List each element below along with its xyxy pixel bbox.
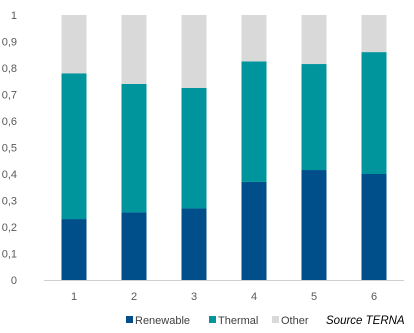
- y-tick-label: 0,8: [2, 63, 17, 75]
- bar-segment-renewable-1: [61, 219, 87, 280]
- y-tick-label: 0,6: [2, 116, 17, 128]
- y-tick-label: 0,4: [2, 169, 17, 181]
- x-tick-label: 6: [371, 291, 377, 303]
- legend-label-other: Other: [281, 315, 309, 327]
- bars: [61, 15, 387, 280]
- y-tick-label: 0,1: [2, 249, 17, 261]
- y-tick-label: 0,3: [2, 196, 17, 208]
- bar-segment-renewable-5: [301, 170, 327, 280]
- bar-segment-thermal-3: [181, 87, 207, 209]
- bar-segment-other-3: [181, 15, 207, 88]
- legend-swatch-renewable: [126, 316, 133, 323]
- bar-segment-thermal-4: [241, 61, 267, 182]
- bar-segment-renewable-4: [241, 181, 267, 280]
- x-tick-label: 2: [131, 291, 137, 303]
- bar-segment-other-2: [121, 15, 147, 84]
- bar-segment-other-4: [241, 15, 267, 62]
- legend-label-renewable: Renewable: [135, 315, 190, 327]
- bar-segment-other-5: [301, 15, 327, 65]
- legend-swatch-other: [272, 316, 279, 323]
- bar-segment-thermal-6: [361, 52, 387, 174]
- x-tick-label: 1: [71, 291, 77, 303]
- y-tick-label: 0,2: [2, 222, 17, 234]
- y-tick-label: 0,9: [2, 37, 17, 49]
- bar-segment-thermal-5: [301, 64, 327, 171]
- bar-segment-other-1: [61, 15, 87, 74]
- bar-segment-renewable-3: [181, 208, 207, 280]
- legend-label-thermal: Thermal: [218, 315, 258, 327]
- y-tick-label: 0,5: [2, 143, 17, 155]
- bar-segment-renewable-6: [361, 174, 387, 280]
- bar-segment-renewable-2: [121, 212, 147, 280]
- y-axis: 0 0,1 0,2 0,3 0,4 0,5 0,6 0,7 0,8 0,9 1: [2, 10, 17, 287]
- y-tick-label: 0: [11, 275, 17, 287]
- x-axis: 1 2 3 4 5 6: [71, 291, 377, 303]
- x-tick-label: 4: [251, 291, 257, 303]
- legend: Renewable Thermal Other: [126, 315, 309, 327]
- legend-swatch-thermal: [209, 316, 216, 323]
- bar-segment-thermal-1: [61, 73, 87, 220]
- source-label: Source TERNA: [326, 315, 405, 327]
- x-tick-label: 3: [191, 291, 197, 303]
- bar-segment-thermal-2: [121, 83, 147, 213]
- y-tick-label: 0,7: [2, 90, 17, 102]
- bar-segment-other-6: [361, 15, 387, 53]
- x-tick-label: 5: [311, 291, 317, 303]
- y-tick-label: 1: [11, 10, 17, 22]
